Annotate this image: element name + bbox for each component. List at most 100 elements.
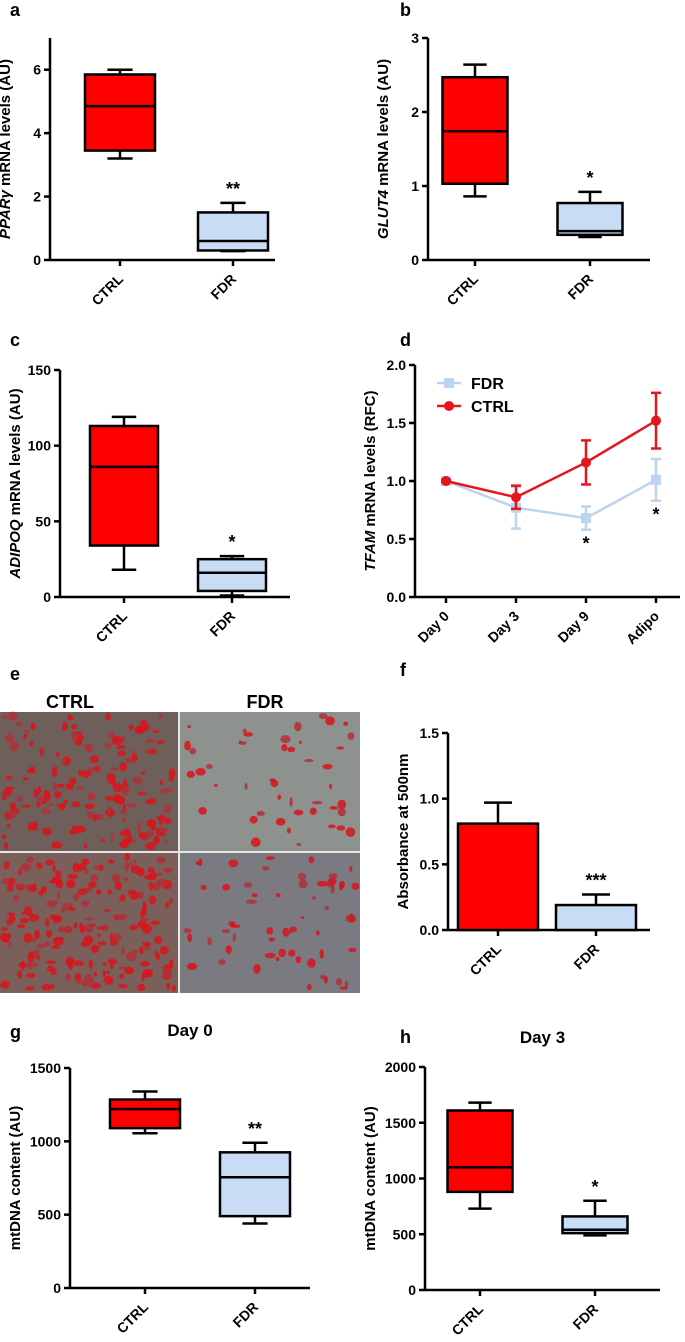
lipid-droplet: [132, 838, 137, 844]
lipid-droplet: [142, 969, 153, 975]
lipid-droplet: [100, 838, 106, 843]
lipid-droplet: [38, 889, 44, 896]
lipid-droplet: [51, 945, 61, 949]
lipid-droplet: [74, 973, 82, 982]
lipid-droplet: [5, 775, 13, 780]
y-axis-label: TFAM mRNA levels (RFC): [362, 391, 379, 572]
lipid-droplet: [23, 729, 31, 733]
lipid-droplet: [7, 877, 16, 886]
box: [88, 424, 160, 547]
lipid-droplet: [15, 721, 23, 726]
lipid-droplet: [90, 874, 99, 882]
lipid-droplet: [67, 714, 74, 721]
lipid-droplet: [119, 973, 125, 979]
lipid-droplet: [159, 780, 164, 785]
lipid-droplet: [155, 951, 160, 961]
lipid-droplet: [106, 805, 112, 816]
lipid-droplet: [43, 791, 51, 802]
y-tick-label: 1: [411, 178, 419, 194]
lipid-droplet: [150, 824, 157, 831]
lipid-droplet: [213, 783, 218, 787]
lipid-droplet: [6, 912, 15, 916]
lipid-droplet: [6, 883, 14, 892]
y-tick-label: 1000: [385, 1171, 416, 1187]
lipid-droplet: [91, 947, 99, 953]
lipid-droplet: [19, 917, 29, 924]
lipid-droplet: [300, 915, 305, 919]
lipid-droplet: [41, 984, 52, 991]
panel-letter: e: [10, 664, 20, 684]
lipid-droplet: [164, 901, 170, 909]
lipid-droplet: [245, 899, 257, 904]
lipid-droplet: [22, 777, 30, 781]
lipid-droplet: [222, 883, 231, 891]
lipid-droplet: [26, 960, 33, 970]
lipid-droplet: [26, 856, 34, 863]
lipid-droplet: [96, 926, 106, 930]
image-column-label: CTRL: [46, 692, 94, 712]
y-axis-label-text: mRNA levels (AU): [7, 388, 24, 515]
lipid-droplet: [253, 964, 261, 974]
lipid-droplet: [152, 729, 160, 734]
lipid-droplet: [130, 949, 138, 954]
lipid-droplet: [137, 791, 147, 796]
lipid-droplet: [52, 782, 58, 791]
y-tick-label: 1.0: [420, 791, 440, 807]
annotation: *: [228, 532, 235, 552]
line: [445, 478, 657, 520]
y-axis-label: mtDNA content (AU): [7, 1106, 24, 1250]
legend-label: FDR: [471, 376, 504, 393]
lipid-droplet: [119, 810, 128, 814]
lipid-droplet: [102, 962, 108, 967]
y-axis-label-italic: PPARγ: [0, 188, 14, 239]
lipid-droplet: [62, 799, 68, 805]
lipid-droplet: [127, 833, 133, 844]
lipid-droplet: [51, 767, 58, 777]
lipid-droplet: [3, 861, 10, 870]
lipid-droplet: [137, 822, 141, 827]
lipid-droplet: [71, 723, 77, 730]
lipid-droplet: [265, 856, 275, 861]
lipid-droplet: [80, 900, 90, 907]
lipid-droplet: [23, 733, 28, 740]
lipid-droplet: [84, 803, 96, 810]
y-tick-label: 500: [393, 1226, 417, 1242]
y-axis-label-italic: ADIPOQ: [7, 519, 24, 580]
lipid-droplet: [23, 906, 33, 917]
y-tick-label: 0.5: [420, 856, 440, 872]
lipid-droplet: [198, 806, 207, 815]
lipid-droplet: [308, 856, 315, 864]
lipid-droplet: [52, 864, 56, 873]
annotation: *: [652, 505, 659, 525]
lipid-droplet: [111, 735, 123, 745]
lipid-droplet: [72, 862, 81, 873]
lipid-droplet: [71, 801, 81, 808]
box: [83, 73, 157, 152]
lipid-droplet: [228, 859, 239, 868]
lipid-droplet: [304, 759, 314, 763]
lipid-droplet: [102, 969, 106, 978]
lipid-droplet: [55, 870, 62, 877]
lipid-droplet: [158, 713, 163, 720]
lipid-droplet: [168, 898, 174, 905]
lipid-droplet: [264, 952, 276, 959]
y-tick-label: 0.5: [387, 531, 407, 547]
lipid-droplet: [53, 790, 62, 799]
lipid-droplet: [348, 947, 357, 952]
lipid-droplet: [39, 747, 44, 756]
lipid-droplet: [36, 865, 44, 869]
lipid-droplet: [36, 943, 48, 948]
y-axis-label: PPARγ mRNA levels (AU): [0, 59, 14, 239]
lipid-droplet: [50, 899, 58, 906]
lipid-droplet: [119, 894, 126, 902]
lipid-droplet: [221, 929, 231, 934]
lipid-droplet: [145, 798, 157, 805]
lipid-droplet: [32, 820, 39, 831]
lipid-droplet: [8, 711, 18, 721]
lipid-droplet: [242, 728, 247, 734]
y-tick-label: 3: [411, 30, 419, 46]
y-tick-label: 0.0: [420, 922, 440, 938]
lipid-droplet: [141, 972, 145, 982]
y-axis-label-text: mRNA levels (RFC): [362, 391, 379, 527]
y-tick-label: 150: [28, 362, 52, 378]
